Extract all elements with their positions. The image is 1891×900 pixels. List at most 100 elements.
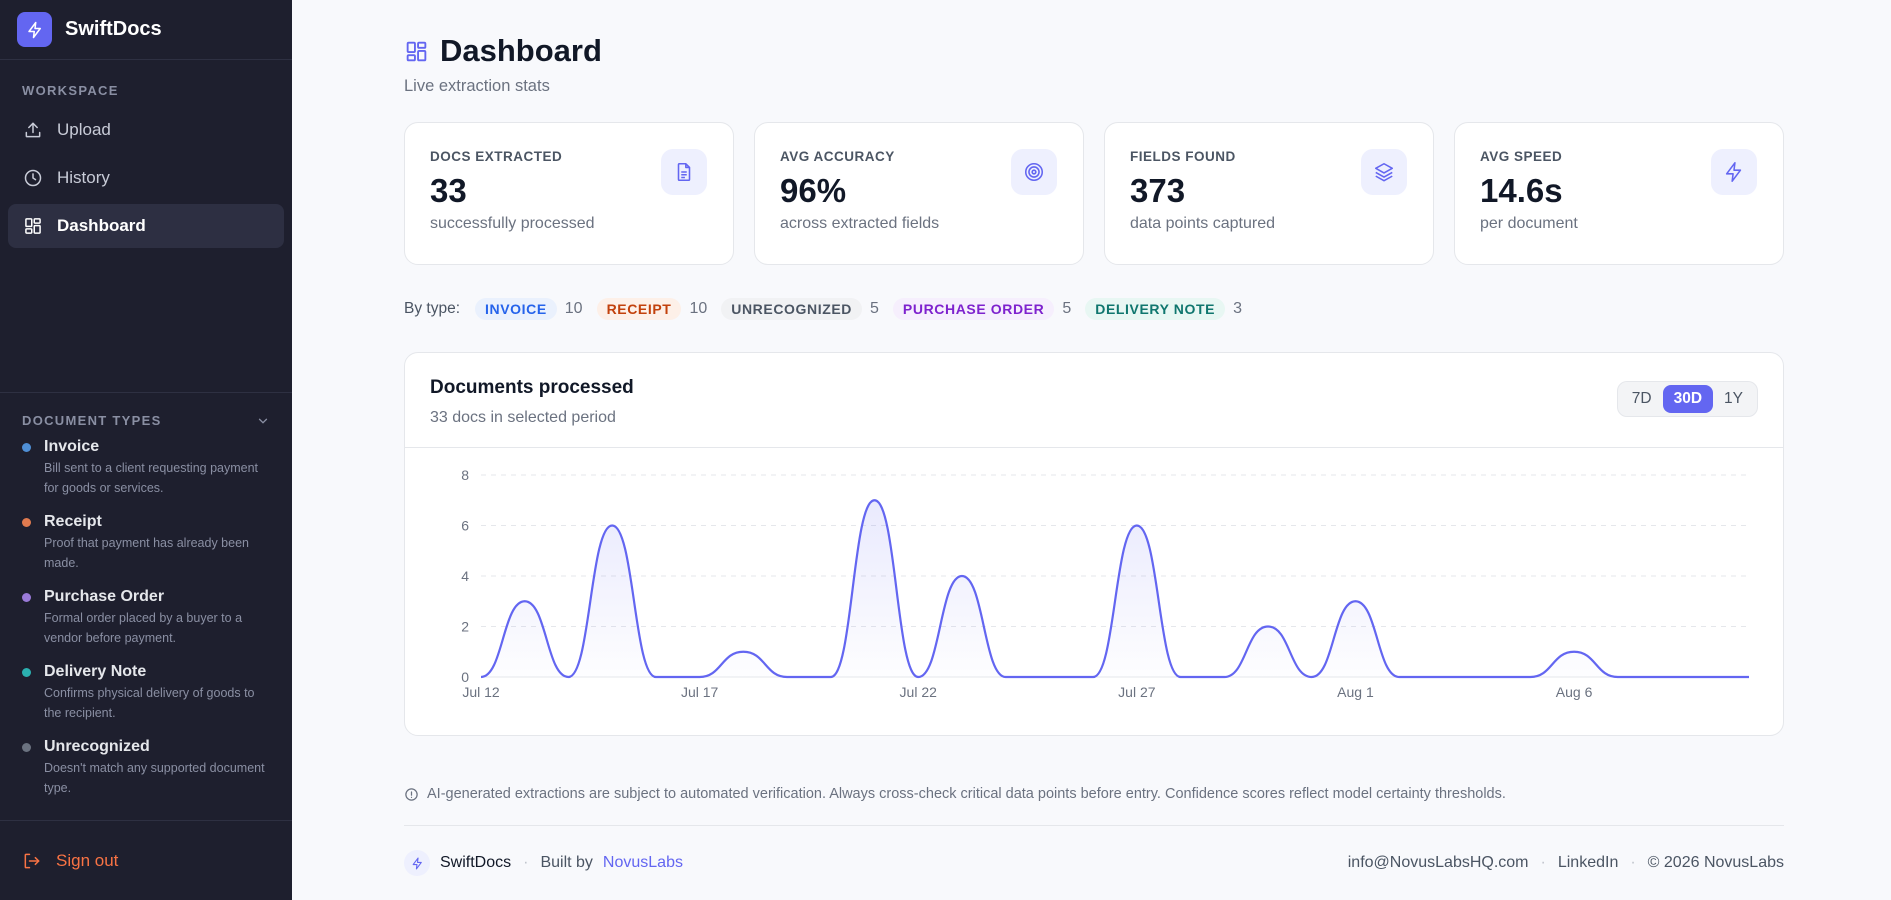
doc-type-name: Purchase Order (44, 588, 165, 605)
page-title: Dashboard (440, 33, 602, 68)
stat-label: FIELDS FOUND (1130, 149, 1236, 164)
sign-out-button[interactable]: Sign out (0, 820, 292, 900)
workspace-label: WORKSPACE (22, 83, 119, 98)
page-subtitle: Live extraction stats (404, 77, 550, 95)
footer-left: SwiftDocs · Built by NovusLabs (404, 850, 683, 876)
sidebar: SwiftDocs WORKSPACE Upload History Dashb… (0, 0, 292, 900)
by-type-row: By type: INVOICE 10 RECEIPT 10 UNRECOGNI… (404, 298, 1784, 320)
sidebar-item-upload[interactable]: Upload (8, 108, 284, 152)
brand[interactable]: SwiftDocs (0, 0, 292, 60)
chart-title: Documents processed (430, 377, 634, 398)
documents-chart-card: Documents processed 33 docs in selected … (404, 352, 1784, 736)
brand-name: SwiftDocs (65, 18, 162, 40)
by-type-label: By type: (404, 300, 460, 317)
logout-icon (22, 851, 42, 871)
sidebar-item-label: Upload (57, 120, 111, 139)
stat-sub: successfully processed (430, 215, 595, 232)
upload-icon (23, 120, 43, 140)
type-count: 10 (564, 300, 583, 317)
doc-type-receipt: Receipt Proof that payment has already be… (0, 511, 292, 573)
footer-brand: SwiftDocs (440, 854, 512, 871)
doc-type-name: Invoice (44, 438, 100, 455)
doc-type-desc: Bill sent to a client requesting payment… (44, 461, 259, 495)
documents-chart: 0 2 4 6 8 Jul 12 Jul 17 Jul 22 Jul 27 Aug 1 Aug 6 (461, 467, 1749, 700)
y-tick-label: 4 (461, 568, 469, 584)
status-dot (22, 668, 31, 677)
footer: SwiftDocs · Built by NovusLabs info@Novu… (404, 826, 1784, 900)
range-1y-button[interactable]: 1Y (1724, 390, 1743, 407)
x-tick-label: Jul 27 (1118, 684, 1156, 700)
type-badge-purchase-order[interactable]: PURCHASE ORDER (892, 298, 1055, 320)
doc-type-unrecognized: Unrecognized Doesn't match any supported … (0, 736, 292, 798)
type-badge-receipt[interactable]: RECEIPT (596, 298, 682, 320)
range-7d-button[interactable]: 7D (1631, 390, 1652, 407)
stat-sub: across extracted fields (780, 215, 940, 232)
stat-value: 14.6s (1480, 172, 1563, 209)
status-dot (22, 518, 31, 527)
stat-sub: per document (1480, 215, 1578, 232)
document-types-label: DOCUMENT TYPES (22, 413, 162, 428)
y-tick-label: 2 (461, 619, 469, 635)
y-tick-label: 8 (461, 467, 469, 483)
x-tick-label: Jul 12 (462, 684, 500, 700)
stat-card-avg-accuracy: AVG ACCURACY 96% across extracted fields (754, 122, 1084, 265)
grid-icon (406, 41, 427, 61)
stat-card-docs-extracted: DOCS EXTRACTED 33 successfully processed (404, 122, 734, 265)
stat-sub: data points captured (1130, 215, 1275, 232)
x-tick-label: Jul 17 (681, 684, 719, 700)
footer-right: info@NovusLabsHQ.com · LinkedIn · © 2026… (1348, 854, 1784, 872)
stat-value: 33 (430, 172, 467, 209)
separator: · (1540, 854, 1546, 871)
type-count: 10 (689, 300, 708, 317)
doc-type-name: Receipt (44, 513, 102, 530)
chart-header: Documents processed 33 docs in selected … (405, 353, 1783, 448)
type-badge-delivery-note[interactable]: DELIVERY NOTE (1085, 298, 1226, 320)
doc-type-desc: Formal order placed by a buyer to a vend… (44, 611, 243, 645)
doc-type-name: Delivery Note (44, 663, 147, 680)
document-icon (661, 149, 707, 195)
bolt-icon (1711, 149, 1757, 195)
target-icon (1011, 149, 1057, 195)
type-badge-unrecognized[interactable]: UNRECOGNIZED (721, 298, 863, 320)
sidebar-item-label: Dashboard (57, 216, 146, 235)
stat-label: AVG SPEED (1480, 149, 1563, 164)
range-selector: 7D 30D 1Y (1616, 381, 1758, 417)
sidebar-item-dashboard[interactable]: Dashboard (8, 204, 284, 248)
grid-icon (23, 216, 43, 236)
sidebar-item-history[interactable]: History (8, 156, 284, 200)
linkedin-link[interactable]: LinkedIn (1557, 854, 1619, 871)
built-by-text: Built by (540, 854, 593, 871)
sign-out-label: Sign out (56, 850, 119, 870)
y-tick-label: 0 (461, 669, 469, 685)
disclaimer: AI-generated extractions are subject to … (404, 786, 1784, 826)
y-tick-label: 6 (461, 518, 469, 534)
doc-type-desc: Confirms physical delivery of goods to t… (44, 686, 255, 720)
type-count: 5 (1062, 300, 1072, 317)
type-count: 3 (1233, 300, 1242, 317)
doc-type-delivery-note: Delivery Note Confirms physical delivery … (0, 661, 292, 723)
x-tick-label: Aug 1 (1337, 684, 1374, 700)
document-types-toggle[interactable]: DOCUMENT TYPES (0, 413, 292, 428)
stat-value: 373 (1130, 172, 1186, 209)
series-line (480, 499, 1749, 679)
type-badge-invoice[interactable]: INVOICE (475, 298, 557, 320)
stat-label: DOCS EXTRACTED (430, 149, 563, 164)
novuslabs-link[interactable]: NovusLabs (602, 854, 683, 871)
stat-label: AVG ACCURACY (780, 149, 895, 164)
stat-value: 96% (780, 172, 847, 209)
doc-type-purchase-order: Purchase Order Formal order placed by a b… (0, 586, 292, 648)
page-header: Dashboard (404, 33, 1784, 69)
range-30d-button[interactable]: 30D (1662, 385, 1714, 413)
doc-type-desc: Doesn't match any supported document typ… (44, 761, 265, 795)
stat-card-avg-speed: AVG SPEED 14.6s per document (1454, 122, 1784, 265)
series-area (481, 500, 1749, 677)
bolt-icon (404, 850, 430, 876)
email-link[interactable]: info@NovusLabsHQ.com (1347, 854, 1529, 871)
status-dot (22, 593, 31, 602)
info-icon (404, 787, 419, 802)
stat-cards: DOCS EXTRACTED 33 successfully processed… (404, 122, 1784, 265)
chart-subtitle: 33 docs in selected period (430, 409, 616, 426)
layers-icon (1361, 149, 1407, 195)
chevron-down-icon (258, 418, 268, 424)
status-dot (22, 443, 31, 452)
